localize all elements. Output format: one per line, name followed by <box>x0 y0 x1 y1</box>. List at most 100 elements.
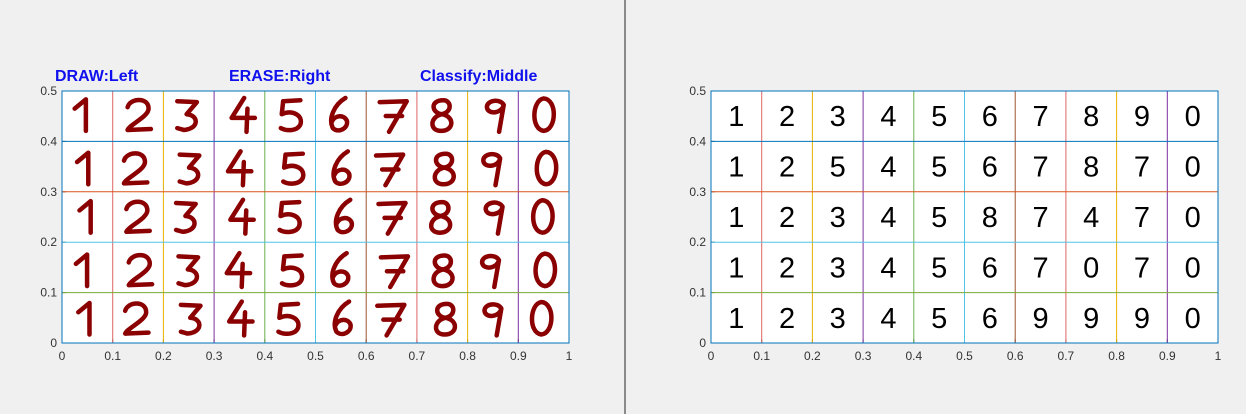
classified-digit: 1 <box>728 252 744 284</box>
classified-digit: 4 <box>880 303 896 335</box>
result-y-tick-label: 0.3 <box>689 185 706 199</box>
handwritten-digit-6[interactable] <box>335 302 351 334</box>
handwritten-digit-7[interactable] <box>380 101 407 132</box>
handwritten-digit-8[interactable] <box>431 202 450 233</box>
classified-digit: 3 <box>830 202 846 234</box>
handwritten-digit-0[interactable] <box>536 254 555 286</box>
result-x-tick-label: 1 <box>1215 349 1222 363</box>
handwritten-digit-9[interactable] <box>486 203 503 234</box>
handwritten-digit-3[interactable] <box>178 256 198 285</box>
classified-digit: 2 <box>779 202 795 234</box>
classified-digit: 1 <box>728 303 744 335</box>
classified-digit: 8 <box>982 202 998 234</box>
handwritten-digit-9[interactable] <box>487 101 504 132</box>
handwritten-digit-9[interactable] <box>482 256 499 287</box>
handwritten-digit-6[interactable] <box>332 253 348 285</box>
classified-digit: 5 <box>931 152 947 184</box>
classified-digit: 2 <box>779 252 795 284</box>
classified-digit: 3 <box>830 252 846 284</box>
handwritten-digit-1[interactable] <box>78 303 89 335</box>
handwritten-digit-6[interactable] <box>336 200 352 232</box>
drawing-y-tick-label: 0.2 <box>40 235 57 249</box>
result-x-tick-label: 0.1 <box>753 349 770 363</box>
handwritten-digit-3[interactable] <box>180 155 200 184</box>
result-x-tick-label: 0.5 <box>956 349 973 363</box>
handwritten-digit-8[interactable] <box>432 100 451 131</box>
classify-hint: Classify:Middle <box>420 68 537 85</box>
drawing-x-tick-label: 0.8 <box>459 349 476 363</box>
handwritten-digit-4[interactable] <box>229 302 252 336</box>
handwritten-digit-4[interactable] <box>232 98 255 132</box>
handwritten-digit-0[interactable] <box>532 302 551 334</box>
handwritten-digit-5[interactable] <box>280 202 300 232</box>
handwritten-digit-0[interactable] <box>537 152 556 184</box>
handwritten-digit-8[interactable] <box>435 154 454 185</box>
handwritten-digit-1[interactable] <box>75 99 86 131</box>
handwritten-digit-5[interactable] <box>282 255 302 285</box>
handwritten-digit-7[interactable] <box>378 203 405 234</box>
result-y-tick-label: 0.1 <box>689 286 706 300</box>
drawing-x-tick-label: 0 <box>59 349 66 363</box>
handwritten-digit-4[interactable] <box>230 200 253 234</box>
handwritten-digit-2[interactable] <box>129 255 152 285</box>
classified-digit: 6 <box>982 152 998 184</box>
handwritten-digit-0[interactable] <box>533 200 552 232</box>
handwritten-digit-2[interactable] <box>126 202 149 232</box>
classified-digit: 0 <box>1185 303 1201 335</box>
handwritten-digit-6[interactable] <box>334 151 350 183</box>
handwritten-digit-5[interactable] <box>278 304 298 334</box>
drawing-y-tick-label: 0 <box>50 336 57 350</box>
classified-digit: 9 <box>1083 303 1099 335</box>
handwritten-digit-5[interactable] <box>283 154 303 184</box>
classified-digit: 2 <box>779 152 795 184</box>
classified-digit: 4 <box>880 152 896 184</box>
result-y-tick-label: 0.5 <box>689 84 706 98</box>
drawing-x-tick-label: 0.2 <box>155 349 172 363</box>
drawing-axes: 0 0.1 0.2 0.3 0.4 0.5 0.6 0.7 0.8 0.9 1 0 0.1 0.2 0.3 0… <box>40 84 572 363</box>
handwritten-digit-9[interactable] <box>485 304 502 335</box>
handwritten-digit-2[interactable] <box>125 304 148 334</box>
handwritten-digit-7[interactable] <box>377 305 404 336</box>
handwritten-digit-7[interactable] <box>381 256 408 287</box>
handwritten-digit-4[interactable] <box>228 151 251 185</box>
classified-digit: 7 <box>1134 202 1150 234</box>
classified-digit: 1 <box>728 152 744 184</box>
drawing-x-tick-label: 0.9 <box>510 349 527 363</box>
classified-digit: 5 <box>931 303 947 335</box>
handwritten-digit-5[interactable] <box>281 100 301 130</box>
handwritten-digit-6[interactable] <box>331 98 347 130</box>
handwritten-digit-8[interactable] <box>434 255 453 286</box>
handwritten-digit-2[interactable] <box>124 153 147 183</box>
drawing-y-tick-label: 0.3 <box>40 185 57 199</box>
handwritten-digit-3[interactable] <box>177 101 197 130</box>
handwritten-digit-7[interactable] <box>376 155 403 186</box>
classified-digit: 7 <box>1032 252 1048 284</box>
drawing-axes-box <box>61 90 570 344</box>
handwritten-digit-3[interactable] <box>181 305 201 334</box>
drawing-x-tick-label: 0.6 <box>358 349 375 363</box>
classified-digit: 9 <box>1032 303 1048 335</box>
result-x-tick-label: 0.9 <box>1159 349 1176 363</box>
pane-divider[interactable] <box>624 0 626 414</box>
drawing-y-tick-label: 0.5 <box>40 84 57 98</box>
handwritten-digit-1[interactable] <box>76 255 87 287</box>
handwritten-digit-9[interactable] <box>483 154 500 185</box>
drawing-grid[interactable] <box>61 90 570 344</box>
handwritten-digit-4[interactable] <box>227 253 250 287</box>
handwritten-digit-3[interactable] <box>176 203 196 232</box>
result-figure: 0 0.1 0.2 0.3 0.4 0.5 0.6 0.7 0.8 0.9 100.10.20.30… <box>689 84 1222 363</box>
handwritten-digit-1[interactable] <box>79 201 90 233</box>
handwritten-digit-0[interactable] <box>534 98 553 130</box>
classified-digit: 1 <box>728 202 744 234</box>
erase-hint: ERASE:Right <box>229 68 331 85</box>
handwritten-digit-2[interactable] <box>128 100 151 130</box>
handwritten-digit-8[interactable] <box>436 304 455 335</box>
classified-digit: 0 <box>1185 152 1201 184</box>
classified-digit: 4 <box>880 252 896 284</box>
handwritten-digits[interactable] <box>75 98 557 335</box>
result-x-tick-label: 0.6 <box>1007 349 1024 363</box>
drawing-x-tick-label: 0.5 <box>307 349 324 363</box>
result-x-tick-label: 0.4 <box>905 349 922 363</box>
handwritten-digit-1[interactable] <box>77 153 88 185</box>
